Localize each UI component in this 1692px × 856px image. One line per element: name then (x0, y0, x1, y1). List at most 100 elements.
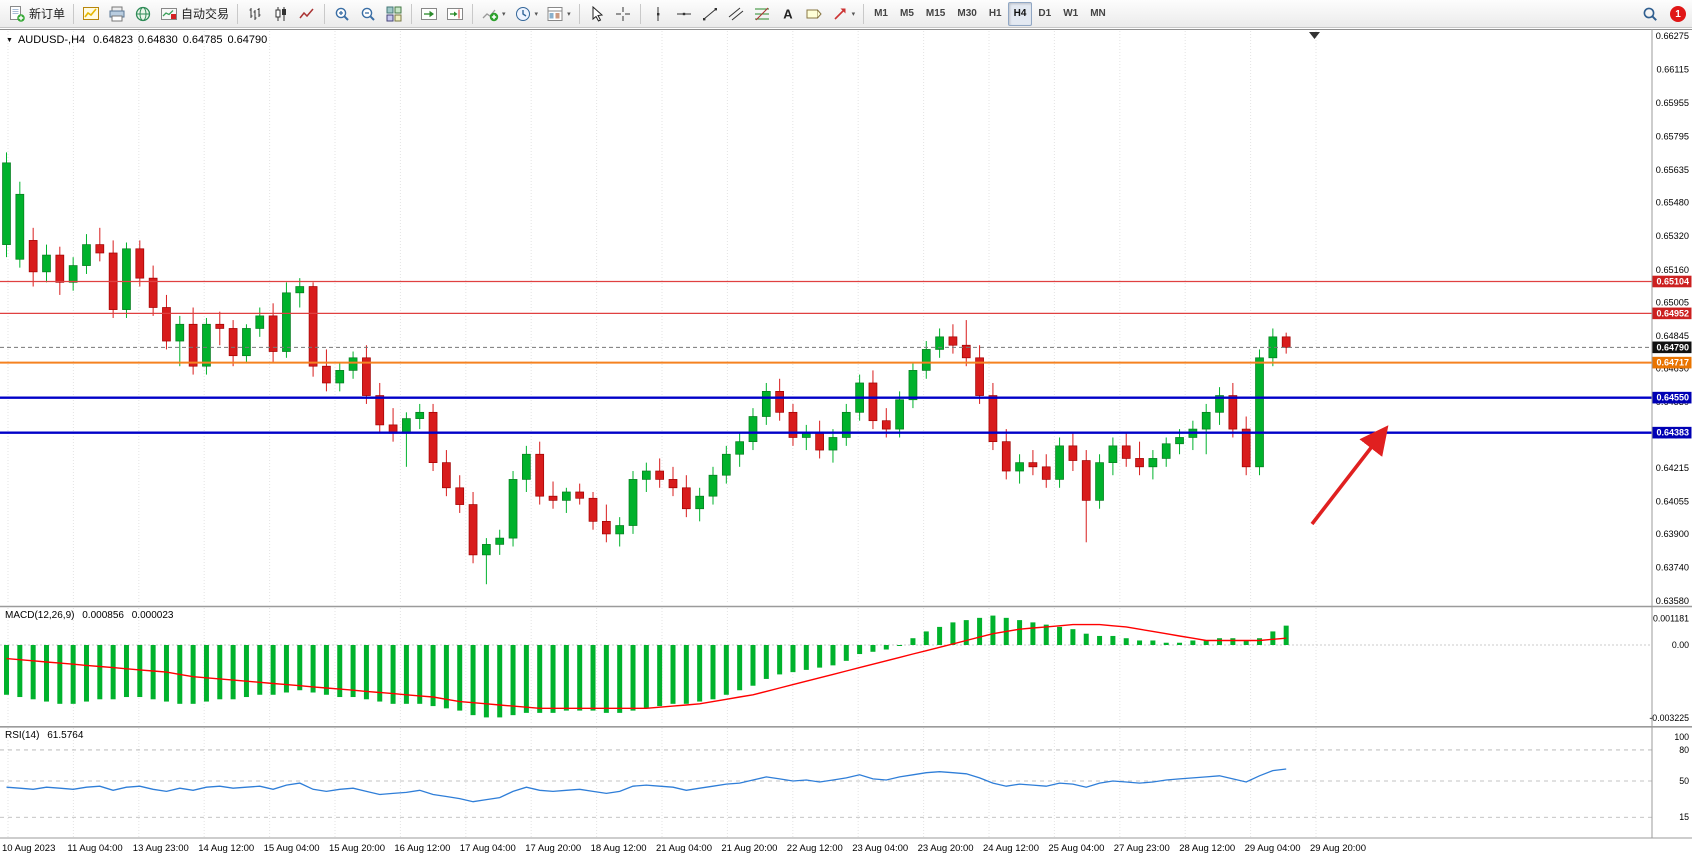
svg-text:0.65795: 0.65795 (1656, 132, 1689, 142)
bar-chart-mode-button[interactable] (242, 2, 268, 26)
tf-m1[interactable]: M1 (868, 2, 894, 26)
new-chart-button[interactable] (78, 2, 104, 26)
price-tag-0.64717 (1652, 356, 1692, 369)
rsi-name: RSI(14) (5, 730, 40, 741)
search-button[interactable] (1637, 2, 1663, 26)
price-tags[interactable]: 0.65104 0.64952 0.64790 0.64717 0.64550 0.643… (1652, 275, 1692, 439)
autotrading-button[interactable]: 自动交易 (156, 2, 233, 26)
candlestick-icon (272, 5, 290, 23)
svg-text:17 Aug 04:00: 17 Aug 04:00 (460, 843, 516, 854)
svg-text:0.63580: 0.63580 (1656, 596, 1689, 606)
tf-w1-label: W1 (1063, 8, 1079, 19)
tf-m15[interactable]: M15 (920, 2, 951, 26)
community-button[interactable] (130, 2, 156, 26)
svg-text:17 Aug 20:00: 17 Aug 20:00 (525, 843, 581, 854)
tf-h4[interactable]: H4 (1007, 1, 1033, 26)
arrows-button[interactable]: ▾ (827, 2, 860, 26)
tf-h4-label: H4 (1013, 8, 1027, 19)
tf-d1[interactable]: D1 (1032, 2, 1057, 26)
templates-button[interactable]: ▾ (542, 2, 575, 26)
svg-text:0.64383: 0.64383 (1656, 428, 1689, 438)
svg-text:A: A (783, 6, 793, 21)
rsi-label: RSI(14) 61.5764 (5, 730, 88, 741)
periods-button[interactable]: ▾ (510, 2, 543, 26)
indicators-icon (481, 5, 499, 23)
tf-w1[interactable]: W1 (1057, 2, 1084, 26)
tile-windows-button[interactable] (381, 2, 407, 26)
tf-m5[interactable]: M5 (894, 2, 920, 26)
label-icon (805, 5, 823, 23)
svg-text:0.65104: 0.65104 (1656, 276, 1689, 286)
autotrading-icon (160, 5, 178, 23)
trend-arrow-annotation[interactable] (1310, 425, 1389, 526)
svg-text:0.63900: 0.63900 (1656, 529, 1689, 539)
horizontal-line-button[interactable] (671, 2, 697, 26)
macd-name: MACD(12,26,9) (5, 610, 75, 621)
rsi-current-value: 61.5764 (47, 730, 84, 741)
svg-text:23 Aug 04:00: 23 Aug 04:00 (852, 843, 908, 854)
auto-scroll-button[interactable] (416, 2, 442, 26)
svg-text:0.001181: 0.001181 (1653, 613, 1689, 623)
symbol-dropdown-icon[interactable]: ▼ (6, 36, 13, 44)
svg-text:0.00: 0.00 (1672, 640, 1689, 650)
tf-m15-label: M15 (925, 8, 946, 19)
channel-button[interactable] (723, 2, 749, 26)
svg-text:0.64790: 0.64790 (1656, 342, 1689, 352)
chart-shift-icon (446, 5, 464, 23)
chart-shift-marker[interactable] (1309, 32, 1320, 39)
tf-d1-label: D1 (1038, 8, 1052, 19)
fibonacci-button[interactable] (749, 2, 775, 26)
svg-text:50: 50 (1679, 776, 1689, 786)
price-tag-0.64790 (1652, 341, 1692, 354)
crosshair-button[interactable] (610, 2, 636, 26)
toolbar-separator (324, 3, 326, 24)
svg-text:0.65480: 0.65480 (1656, 198, 1689, 208)
tf-h1[interactable]: H1 (983, 2, 1008, 26)
svg-text:11 Aug 04:00: 11 Aug 04:00 (67, 843, 122, 854)
toolbar-right: 1 (1637, 0, 1686, 28)
macd-signal-value: 0.000023 (131, 610, 174, 621)
channel-icon (727, 5, 745, 23)
zoom-out-button[interactable] (355, 2, 381, 26)
chart-high-value: 0.64830 (137, 34, 178, 46)
vertical-line-button[interactable] (645, 2, 671, 26)
price-tag-0.64550 (1652, 391, 1692, 404)
indicators-button[interactable]: ▾ (477, 2, 510, 26)
svg-text:29 Aug 20:00: 29 Aug 20:00 (1310, 843, 1366, 854)
macd-signal-line (6, 623, 1287, 709)
svg-text:0.65320: 0.65320 (1656, 231, 1689, 241)
new-order-button[interactable]: 新订单 (4, 2, 69, 26)
rsi-axis: 100 80 50 15 (1674, 732, 1689, 822)
candlestick-mode-button[interactable] (268, 2, 294, 26)
horizontal-level-lines[interactable] (0, 280, 1652, 434)
svg-text:100: 100 (1674, 732, 1689, 742)
notifications-badge[interactable]: 1 (1670, 6, 1686, 22)
svg-text:16 Aug 12:00: 16 Aug 12:00 (394, 843, 450, 854)
zoom-in-icon (333, 5, 351, 23)
print-button[interactable] (104, 2, 130, 26)
chart-low-value: 0.64785 (182, 34, 223, 46)
tf-m5-label: M5 (900, 8, 914, 19)
zoom-in-button[interactable] (329, 2, 355, 26)
svg-text:15: 15 (1679, 812, 1689, 822)
tf-m30-label: M30 (957, 8, 977, 19)
svg-text:18 Aug 12:00: 18 Aug 12:00 (591, 843, 647, 854)
text-button[interactable]: A (775, 2, 801, 26)
trendline-button[interactable] (697, 2, 723, 26)
rsi-line (6, 768, 1287, 803)
label-button[interactable] (801, 2, 827, 26)
macd-histogram (4, 615, 1289, 718)
tf-mn[interactable]: MN (1084, 2, 1112, 26)
chart-shift-button[interactable] (442, 2, 468, 26)
tile-windows-icon (385, 5, 403, 23)
tf-h1-label: H1 (988, 8, 1002, 19)
tf-m30[interactable]: M30 (951, 2, 982, 26)
toolbar-separator (472, 3, 474, 24)
search-icon (1641, 5, 1659, 23)
candlestick-series (2, 152, 1291, 585)
tf-mn-label: MN (1090, 8, 1106, 19)
cursor-button[interactable] (584, 2, 610, 26)
line-chart-mode-button[interactable] (294, 2, 320, 26)
